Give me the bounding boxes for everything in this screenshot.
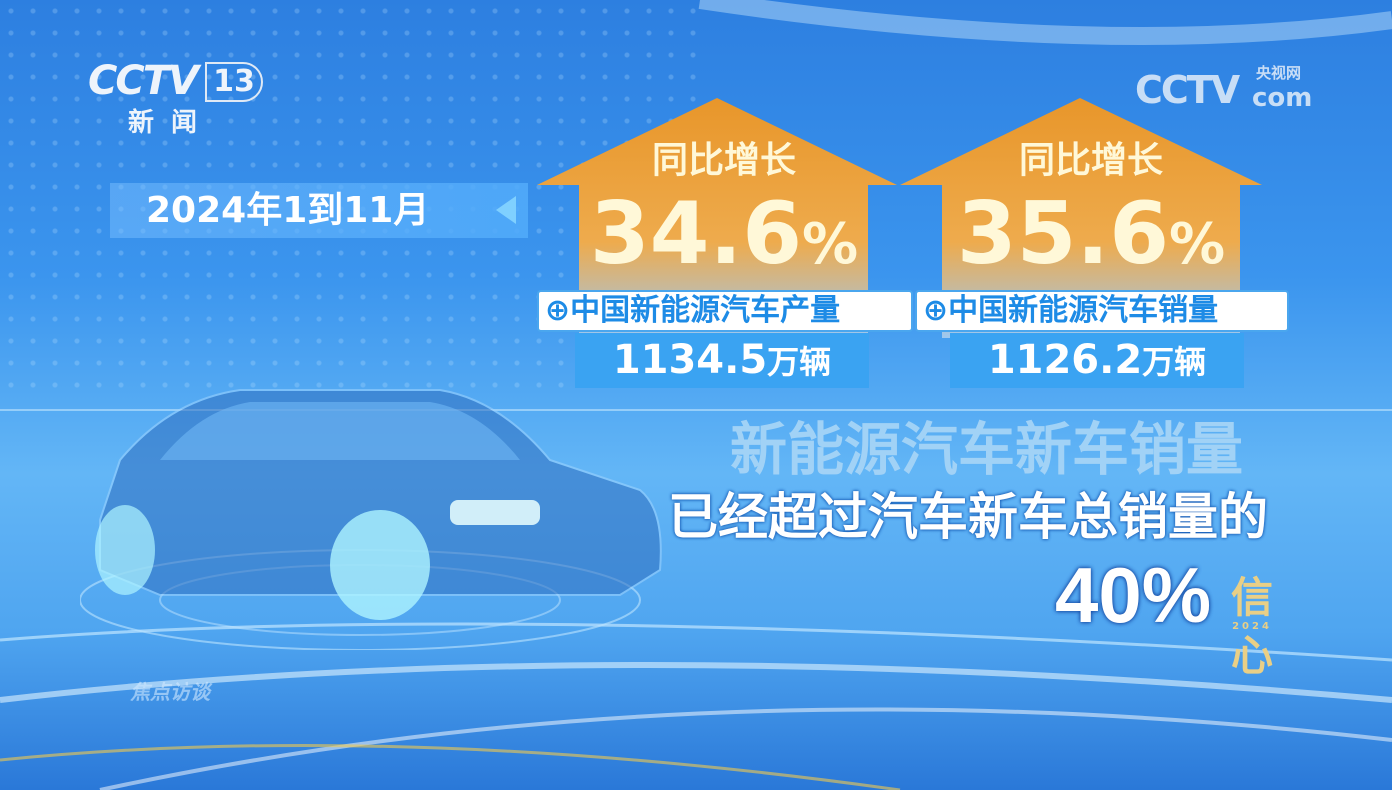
value-number: 1126.2	[987, 337, 1143, 383]
plus-circle-icon: ⊕	[923, 293, 949, 328]
plus-circle-icon: ⊕	[545, 293, 571, 328]
program-logo: 焦点访谈	[130, 680, 210, 704]
statement-line1: 新能源汽车新车销量	[730, 417, 1243, 483]
percent-sign: %	[1169, 212, 1226, 277]
date-banner: 2024年1到11月	[110, 183, 528, 238]
xinxin-badge: 信 2024 心	[1224, 575, 1280, 679]
growth-number: 35.6	[956, 184, 1170, 284]
statement-figure: 40%	[1055, 551, 1212, 639]
site-name: 央视网	[1256, 64, 1302, 82]
value-unit: 万辆	[767, 343, 832, 381]
percent-sign: %	[802, 212, 859, 277]
triangle-left-icon	[496, 196, 516, 224]
channel-number: 13	[205, 62, 263, 102]
badge-bottom: 心	[1230, 631, 1273, 680]
growth-value: 35.6%	[942, 186, 1240, 293]
badge-year: 2024	[1232, 621, 1272, 632]
growth-value: 34.6%	[579, 186, 869, 293]
car-illustration	[80, 389, 662, 650]
badge-top: 信	[1230, 573, 1273, 622]
label-text: 中国新能源汽车产量	[570, 293, 841, 328]
channel-name: 新 闻	[128, 108, 202, 138]
sales-label: ⊕中国新能源汽车销量	[915, 290, 1289, 332]
growth-heading: 同比增长	[651, 140, 796, 181]
production-label: ⊕中国新能源汽车产量	[537, 290, 913, 332]
site-suffix: com	[1252, 83, 1313, 113]
value-unit: 万辆	[1142, 343, 1207, 381]
sales-value: 1126.2万辆	[950, 333, 1244, 388]
value-number: 1134.5	[612, 337, 768, 383]
up-arrow-shape	[537, 98, 897, 338]
label-text: 中国新能源汽车销量	[948, 293, 1219, 328]
growth-number: 34.6	[589, 184, 803, 284]
cctv-com-logo: CCTV	[1135, 68, 1240, 112]
up-arrow-shape	[900, 98, 1262, 338]
growth-heading: 同比增长	[1018, 140, 1163, 181]
statement-line2: 已经超过汽车新车总销量的	[668, 488, 1268, 546]
cctv-logo: CCTV	[88, 58, 199, 104]
production-value: 1134.5万辆	[575, 333, 869, 388]
